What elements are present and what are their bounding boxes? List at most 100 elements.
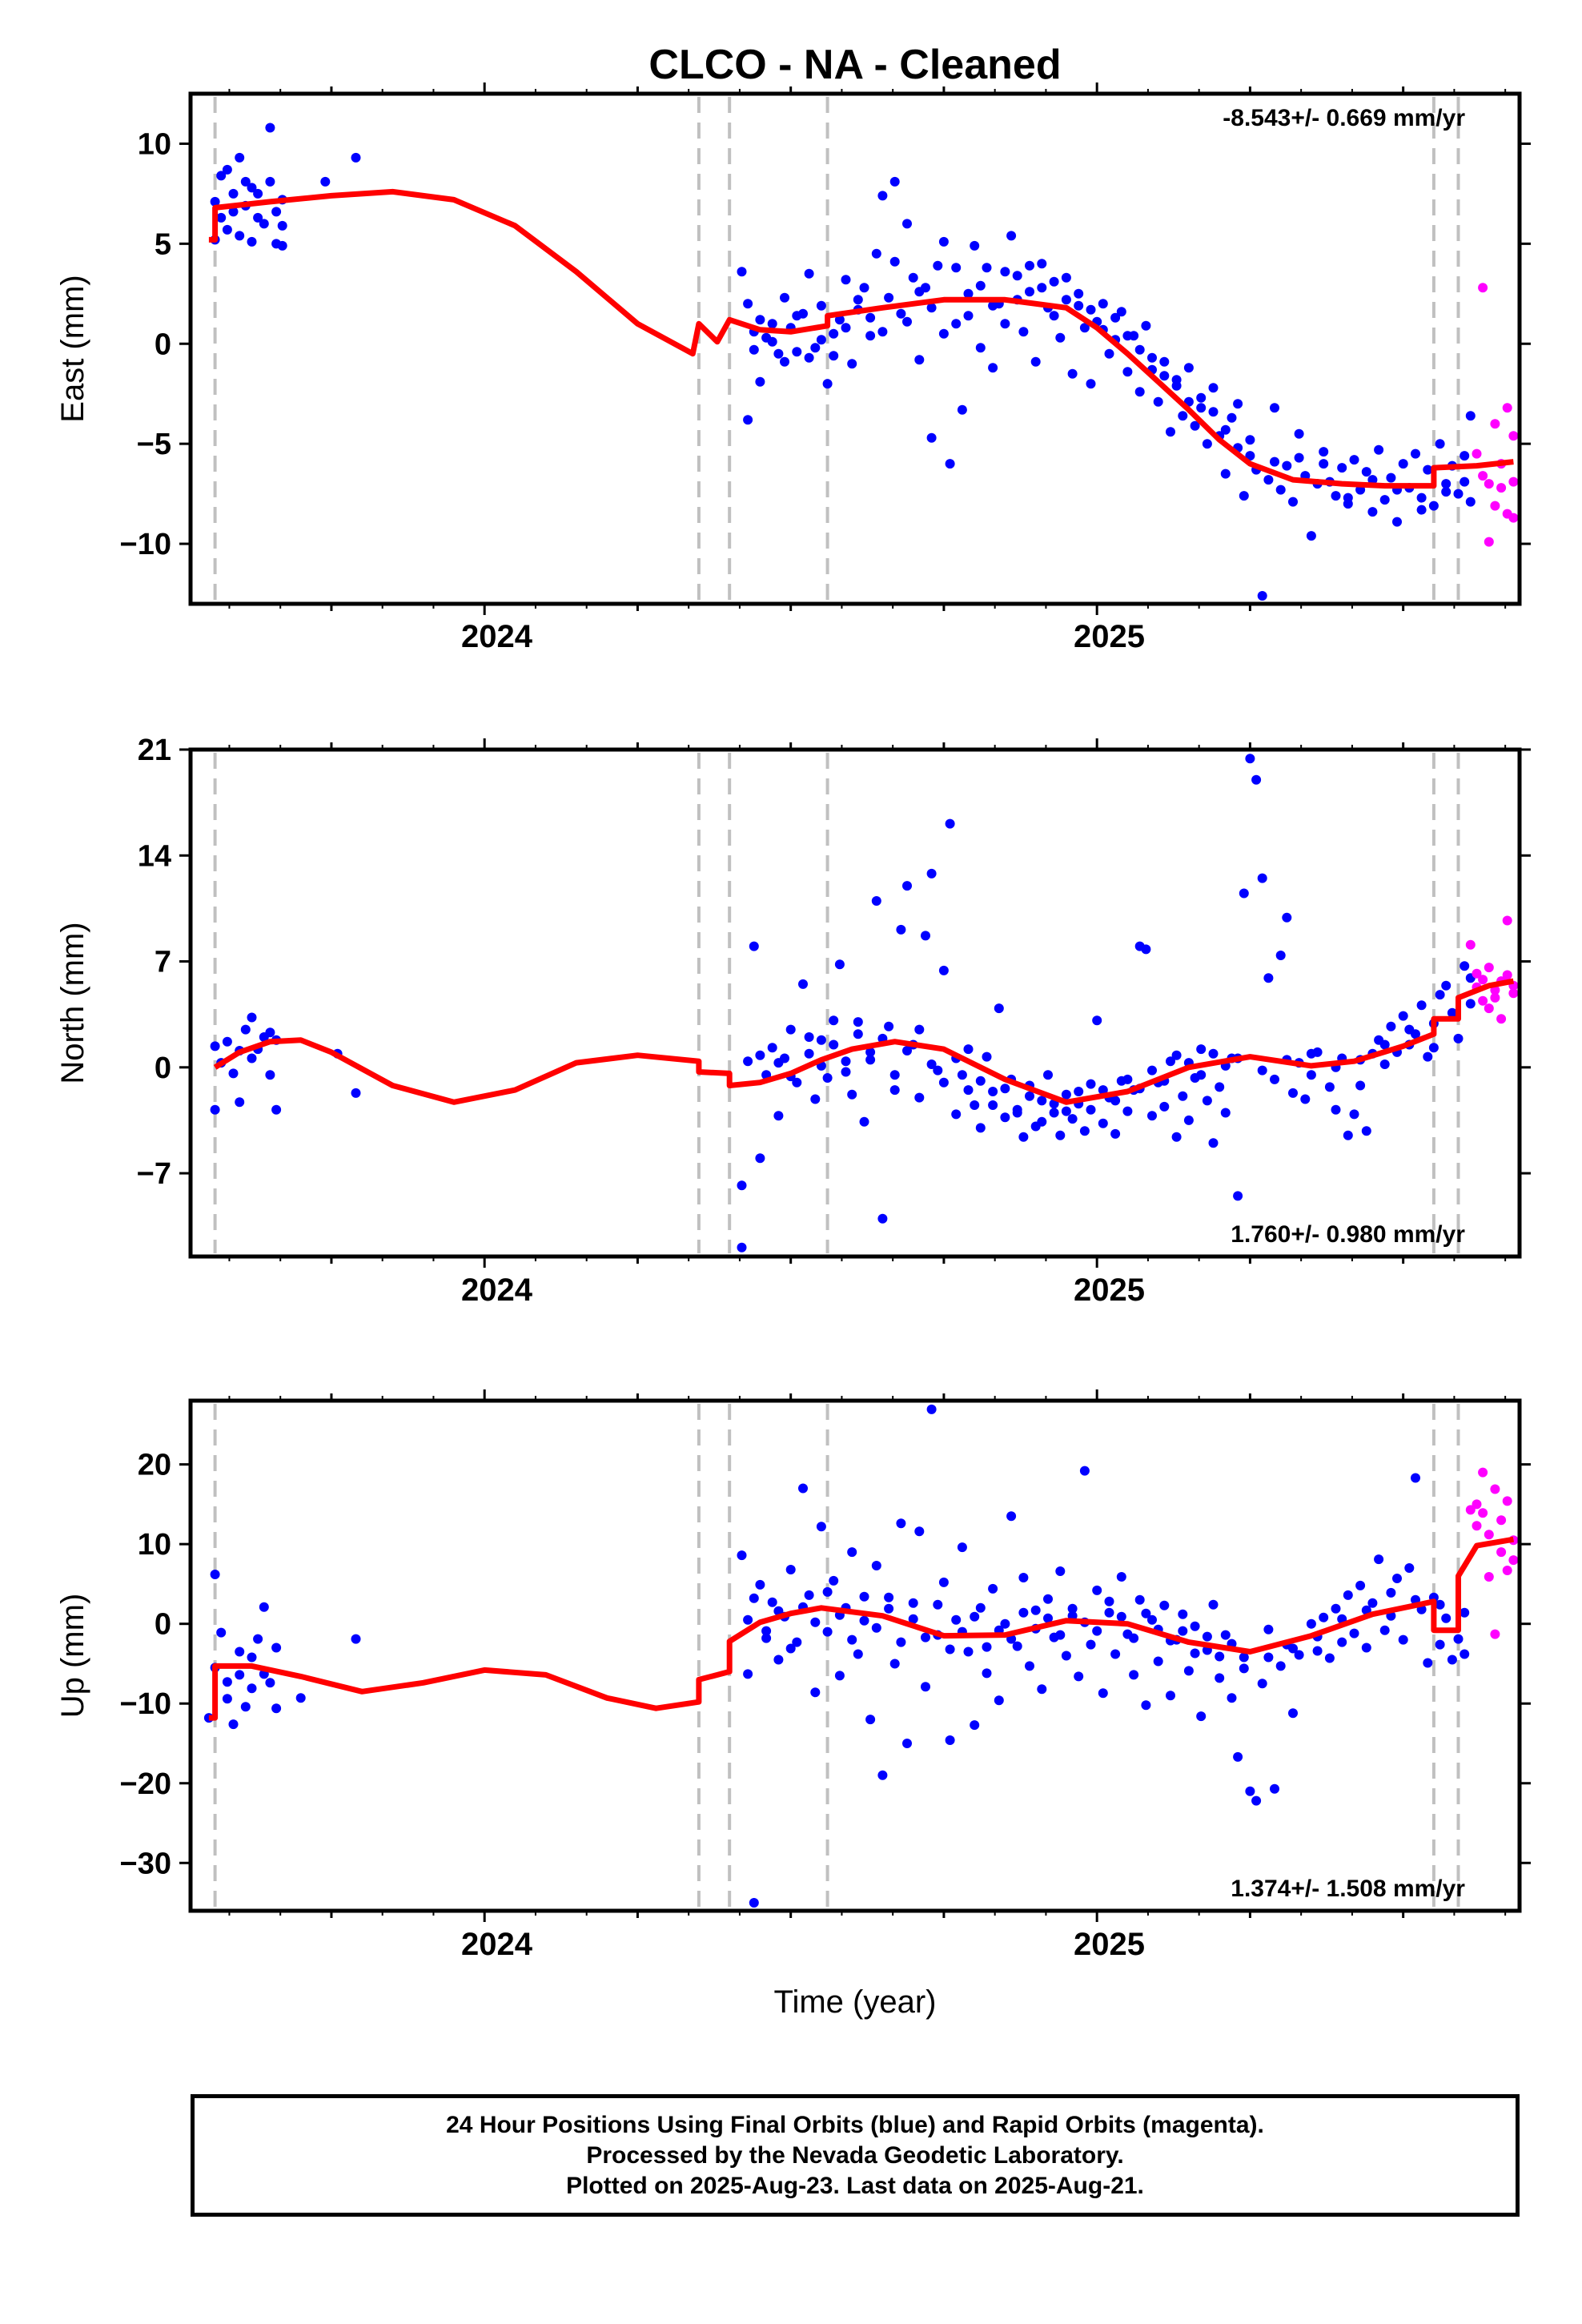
east-final-point xyxy=(755,315,765,325)
up-final-point xyxy=(1294,1650,1304,1660)
north-final-point xyxy=(773,1058,784,1068)
east-rapid-point xyxy=(1490,419,1500,429)
east-final-point xyxy=(1147,352,1157,363)
up-final-point xyxy=(1367,1598,1378,1608)
up-final-point xyxy=(1098,1688,1108,1699)
east-final-point xyxy=(1055,332,1066,343)
up-final-point xyxy=(235,1647,245,1657)
up-final-point xyxy=(743,1614,753,1625)
east-final-point xyxy=(792,311,802,321)
up-final-point xyxy=(1061,1651,1071,1661)
north-final-point xyxy=(785,1024,796,1035)
up-final-point xyxy=(933,1599,943,1610)
east-final-point xyxy=(1110,312,1121,323)
north-final-point xyxy=(1460,961,1470,971)
east-final-point xyxy=(877,191,888,201)
east-rapid-point xyxy=(1478,471,1488,481)
up-final-point xyxy=(970,1720,980,1731)
up-final-point xyxy=(1263,1624,1274,1634)
north-x-tick-label: 2025 xyxy=(1074,1273,1145,1308)
up-final-point xyxy=(1215,1651,1225,1662)
up-final-point xyxy=(1012,1641,1022,1651)
up-rate-label: 1.374+/- 1.508 mm/yr xyxy=(1231,1876,1465,1902)
east-final-point xyxy=(1122,367,1133,377)
north-final-point xyxy=(1306,1070,1316,1080)
east-final-point xyxy=(1374,444,1384,455)
up-final-point xyxy=(1116,1611,1126,1622)
east-final-point xyxy=(1361,467,1371,477)
east-final-point xyxy=(1282,460,1292,471)
up-final-point xyxy=(253,1634,263,1644)
east-y-tick-label: 5 xyxy=(155,227,171,261)
north-final-point xyxy=(737,1180,747,1191)
up-final-point xyxy=(1306,1618,1316,1629)
up-final-point xyxy=(896,1637,906,1647)
up-final-point xyxy=(1411,1473,1420,1483)
east-final-point xyxy=(235,152,245,163)
up-final-point xyxy=(1386,1587,1396,1598)
up-final-point xyxy=(1215,1673,1225,1683)
up-final-point xyxy=(1245,1786,1255,1796)
east-final-point xyxy=(1239,491,1249,501)
north-final-point xyxy=(222,1036,232,1047)
up-final-point xyxy=(982,1668,992,1679)
east-final-point xyxy=(1227,412,1237,423)
east-final-point xyxy=(265,176,275,187)
up-final-point xyxy=(222,1677,232,1687)
up-final-point xyxy=(1190,1621,1200,1631)
east-final-point xyxy=(1074,300,1084,311)
north-x-tick-label: 2024 xyxy=(461,1273,533,1308)
up-final-point xyxy=(1447,1655,1457,1665)
up-plot-frame xyxy=(188,1398,1522,1913)
north-final-point xyxy=(951,1109,962,1120)
north-final-point xyxy=(247,1012,257,1023)
up-final-point xyxy=(1129,1633,1139,1643)
up-final-point xyxy=(737,1550,747,1561)
east-final-point xyxy=(884,292,894,303)
north-final-point xyxy=(847,1089,857,1100)
up-rapid-point xyxy=(1490,1484,1500,1494)
north-final-point xyxy=(902,1046,912,1055)
east-model-line xyxy=(208,188,1514,489)
east-final-point xyxy=(853,295,863,305)
east-final-point xyxy=(1319,459,1329,469)
east-final-point xyxy=(216,171,227,181)
north-final-point xyxy=(871,896,881,906)
north-final-point xyxy=(1257,873,1267,883)
east-final-point xyxy=(804,268,814,279)
east-final-point xyxy=(1441,479,1452,489)
east-final-point xyxy=(841,323,851,333)
east-final-point xyxy=(253,212,263,223)
up-final-point xyxy=(957,1542,967,1553)
up-final-point xyxy=(859,1591,869,1602)
north-final-point xyxy=(1012,1108,1022,1118)
east-final-point xyxy=(1025,287,1034,297)
up-final-point xyxy=(1074,1671,1084,1682)
up-final-point xyxy=(1441,1613,1452,1623)
up-final-point xyxy=(988,1583,998,1594)
east-final-point xyxy=(1018,327,1029,337)
up-final-point xyxy=(1018,1607,1029,1618)
east-final-point xyxy=(1208,407,1219,417)
up-final-point xyxy=(970,1611,980,1622)
north-final-point xyxy=(884,1021,894,1031)
north-final-point xyxy=(1306,1048,1316,1059)
up-final-point xyxy=(810,1617,821,1627)
up-final-point xyxy=(1227,1693,1237,1703)
up-final-point xyxy=(761,1626,772,1636)
up-final-point xyxy=(228,1719,239,1730)
east-rapid-point xyxy=(1478,283,1488,293)
up-x-tick-label: 2025 xyxy=(1074,1927,1145,1962)
north-final-point xyxy=(926,1059,937,1069)
north-final-point xyxy=(1275,951,1286,960)
north-final-point xyxy=(877,1213,888,1224)
up-final-point xyxy=(1270,1783,1279,1794)
up-final-point xyxy=(871,1622,881,1633)
up-final-point xyxy=(351,1634,361,1644)
east-final-point xyxy=(896,308,906,319)
north-final-point xyxy=(810,1094,821,1104)
up-final-point xyxy=(1374,1554,1384,1565)
east-final-point xyxy=(1122,331,1133,341)
east-final-point xyxy=(1220,424,1231,435)
up-final-point xyxy=(975,1602,986,1613)
